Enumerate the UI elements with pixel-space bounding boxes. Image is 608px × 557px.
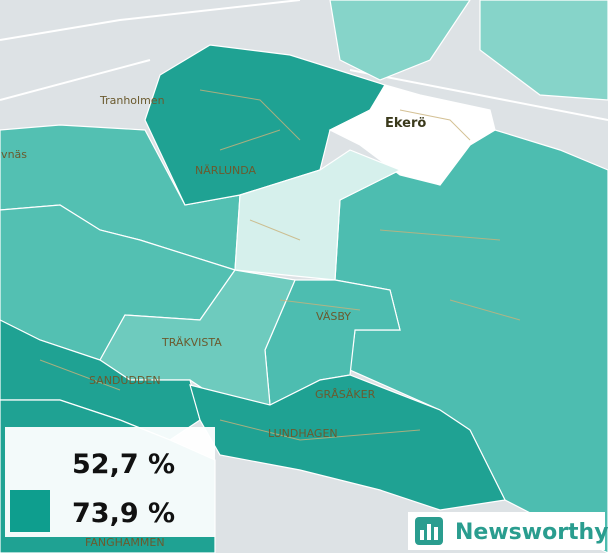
- place-label: VÄSBY: [316, 310, 351, 323]
- place-label: NÄRLUNDA: [195, 164, 257, 177]
- place-label: TRÄKVISTA: [161, 336, 222, 349]
- legend: 52,7 % 73,9 %: [5, 427, 215, 537]
- legend-label: 52,7 %: [72, 449, 175, 480]
- place-label: LUNDHAGEN: [268, 427, 338, 440]
- streets: [39, 89, 521, 441]
- place-label: SANDUDDEN: [89, 374, 161, 387]
- place-label: GRÅSÄKER: [315, 388, 376, 401]
- place-labels: Tranholmen Ekerö NÄRLUNDA TRÄKVISTA VÄSB…: [0, 94, 426, 549]
- place-label: lvnäs: [0, 148, 27, 161]
- legend-swatch: [10, 490, 50, 532]
- roads: [0, 0, 608, 521]
- place-label: Tranholmen: [99, 94, 165, 107]
- place-label: Ekerö: [385, 116, 426, 131]
- logo-text: Newsworthy: [455, 520, 608, 545]
- logo: Newsworthy: [408, 512, 608, 550]
- legend-label: 73,9 %: [72, 498, 175, 529]
- place-label: FANGHAMMEN: [85, 536, 165, 549]
